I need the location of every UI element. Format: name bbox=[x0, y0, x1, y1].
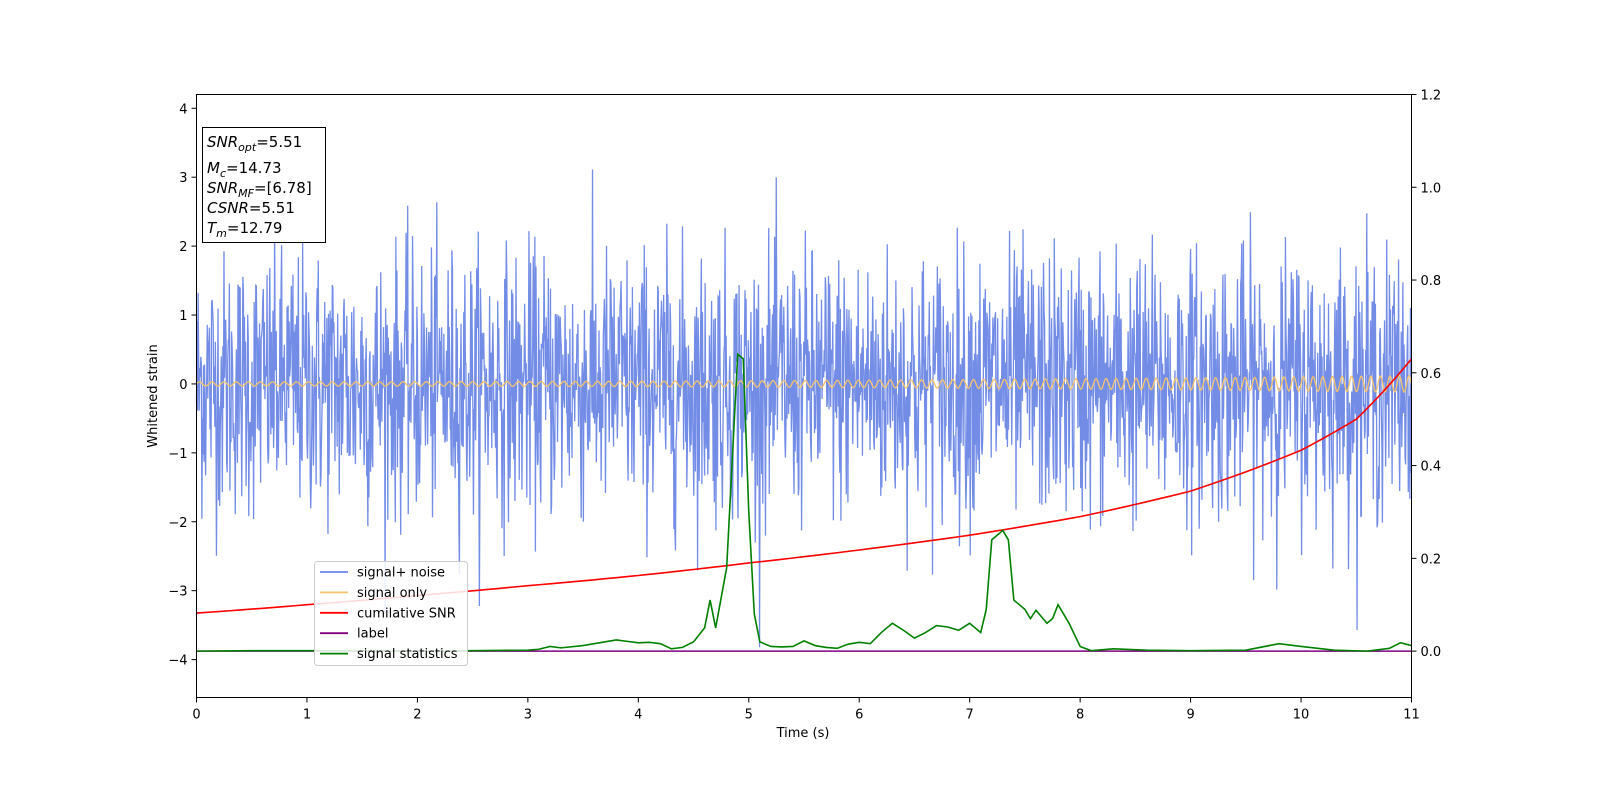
info-line: Mc=14.73 bbox=[207, 159, 282, 180]
x-tick-label: 6 bbox=[855, 708, 863, 723]
axes-layer: 0 1 2 3 4 5 6 7 8 9 10 1143210−1−2−3−40.00.20.40.60… bbox=[168, 89, 1441, 723]
x-tick-label: 10 bbox=[1293, 708, 1310, 723]
series-signal-noise-line bbox=[195, 169, 1413, 648]
x-tick-label: 8 bbox=[1076, 708, 1084, 723]
x-tick-label: 9 bbox=[1186, 708, 1194, 723]
x-tick-label: 11 bbox=[1403, 708, 1420, 723]
y2-tick-label: 1.2 bbox=[1421, 89, 1442, 104]
series-signal-only-line bbox=[196, 375, 1413, 393]
y-tick-label: 0 bbox=[179, 378, 187, 393]
legend-entry: signal statistics bbox=[357, 647, 458, 662]
info-value: =12.79 bbox=[227, 219, 283, 237]
y-tick-label: 1 bbox=[179, 309, 187, 324]
info-symbol: M bbox=[207, 159, 220, 177]
x-tick-label: 4 bbox=[634, 708, 642, 723]
y-axis-label: Whitened strain bbox=[146, 344, 161, 447]
y2-tick-label: 1.0 bbox=[1421, 181, 1442, 196]
info-symbol: T bbox=[207, 219, 218, 237]
x-tick-label: 2 bbox=[413, 708, 421, 723]
x-tick-label: 1 bbox=[303, 708, 311, 723]
legend-entry: label bbox=[357, 627, 388, 642]
y-tick-label: 3 bbox=[179, 171, 187, 186]
x-tick-label: 5 bbox=[745, 708, 753, 723]
y2-tick-label: 0.6 bbox=[1421, 367, 1442, 382]
info-symbol: CSNR bbox=[207, 199, 249, 217]
info-value: =5.51 bbox=[249, 199, 295, 217]
info-symbol: SNR bbox=[207, 179, 238, 197]
x-tick-label: 3 bbox=[524, 708, 532, 723]
info-symbol: SNR bbox=[207, 133, 238, 151]
y-tick-label: −4 bbox=[168, 654, 187, 669]
info-subscript: c bbox=[220, 167, 226, 180]
x-tick-label: 7 bbox=[966, 708, 974, 723]
y2-tick-label: 0.8 bbox=[1421, 274, 1442, 289]
y-tick-label: 4 bbox=[179, 102, 187, 117]
y-tick-label: −2 bbox=[168, 516, 187, 531]
legend: signal+ noise signal only cumilative SNR la… bbox=[314, 561, 468, 666]
signal-only-layer bbox=[196, 375, 1413, 393]
y-tick-label: 2 bbox=[179, 240, 187, 255]
signal-noise-layer bbox=[195, 169, 1413, 648]
y2-tick-label: 0.2 bbox=[1421, 552, 1442, 567]
legend-entry: cumilative SNR bbox=[357, 606, 456, 621]
x-axis-label: Time (s) bbox=[776, 726, 830, 741]
info-line: CSNR=5.51 bbox=[207, 199, 295, 217]
info-subscript: MF bbox=[238, 187, 254, 200]
info-line: SNRMF=[6.78] bbox=[207, 179, 312, 200]
info-line: SNRopt=5.51 bbox=[207, 133, 302, 154]
y2-tick-label: 0.0 bbox=[1421, 645, 1442, 660]
info-value: =14.73 bbox=[226, 159, 282, 177]
legend-frame bbox=[314, 561, 468, 666]
info-line: Tm=12.79 bbox=[207, 219, 282, 240]
x-tick-label: 0 bbox=[192, 708, 200, 723]
plot-frame bbox=[196, 94, 1412, 698]
y-tick-label: −3 bbox=[168, 585, 187, 600]
info-box-frame bbox=[202, 127, 326, 243]
y2-tick-label: 0.4 bbox=[1421, 460, 1442, 475]
info-subscript: opt bbox=[238, 141, 257, 154]
y-tick-label: −1 bbox=[168, 447, 187, 462]
series-signal-statistics-line bbox=[196, 352, 1412, 652]
info-box: SNRopt=5.51Mc=14.73SNRMF=[6.78]CSNR=5.51… bbox=[202, 127, 326, 243]
legend-entry: signal only bbox=[357, 586, 427, 601]
info-value: =[6.78] bbox=[254, 179, 312, 197]
info-value: =5.51 bbox=[256, 133, 302, 151]
legend-entry: signal+ noise bbox=[357, 566, 445, 581]
info-subscript: m bbox=[216, 227, 227, 240]
